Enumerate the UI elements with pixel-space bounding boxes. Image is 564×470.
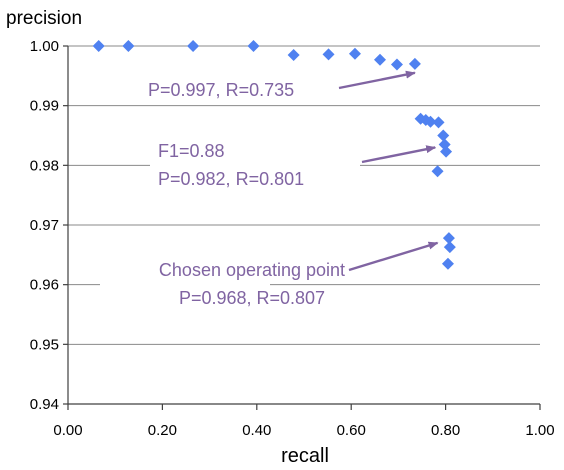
annotation-arrow [348, 241, 439, 272]
annotation-background [130, 76, 340, 104]
x-tick-label: 0.60 [337, 422, 366, 439]
data-point [287, 48, 300, 61]
annotation-text: Chosen operating point [159, 260, 345, 280]
data-point [424, 115, 437, 128]
data-point [348, 47, 361, 60]
data-point [442, 232, 455, 245]
y-axis-label: precision [6, 8, 82, 29]
x-axis-label: recall [281, 445, 329, 467]
y-tick-label: 0.98 [30, 157, 59, 174]
annotation-background [150, 137, 360, 193]
annotation-text: P=0.982, R=0.801 [158, 169, 304, 189]
y-tick-label: 0.97 [30, 217, 59, 234]
data-point [441, 257, 454, 270]
data-point [373, 53, 386, 66]
x-tick-label: 0.40 [242, 422, 271, 439]
tick-labels: 1.00 0.99 0.98 0.97 0.96 0.95 0.94 0.00 0.20 0.40… [30, 38, 555, 439]
x-tick-label: 0.20 [148, 422, 177, 439]
data-point [443, 241, 456, 254]
data-point [122, 40, 135, 52]
y-tick-label: 0.96 [30, 277, 59, 294]
y-tick-label: 1.00 [30, 38, 59, 55]
axes [63, 45, 541, 410]
x-tick-label: 1.00 [525, 422, 554, 439]
annotation-text: F1=0.88 [158, 141, 225, 161]
annotation-arrow [361, 145, 437, 164]
data-point [187, 40, 200, 52]
data-point [440, 145, 453, 158]
annotation-text: P=0.968, R=0.807 [179, 288, 325, 308]
annotation: F1=0.88 P=0.982, R=0.801 [150, 137, 437, 193]
data-point [431, 165, 444, 178]
data-point [247, 40, 260, 52]
annotations: P=0.997, R=0.735 F1=0.88 P=0.982, R=0.801 C… [100, 70, 439, 312]
annotation: P=0.997, R=0.735 [130, 70, 416, 104]
x-tick-label: 0.00 [53, 422, 82, 439]
y-tick-label: 0.95 [30, 336, 59, 353]
annotation: Chosen operating point P=0.968, R=0.807 [100, 241, 439, 312]
data-points [92, 40, 456, 270]
data-point [408, 57, 421, 70]
y-tick-label: 0.99 [30, 98, 59, 115]
data-point [432, 116, 445, 129]
data-point [390, 58, 403, 71]
data-point [322, 48, 335, 61]
annotation-background [100, 256, 270, 312]
annotation-text: P=0.997, R=0.735 [148, 80, 294, 100]
data-point [437, 129, 450, 142]
y-tick-label: 0.94 [30, 396, 59, 413]
data-point [92, 40, 105, 52]
annotation-arrow [338, 70, 416, 90]
x-tick-label: 0.80 [431, 422, 460, 439]
